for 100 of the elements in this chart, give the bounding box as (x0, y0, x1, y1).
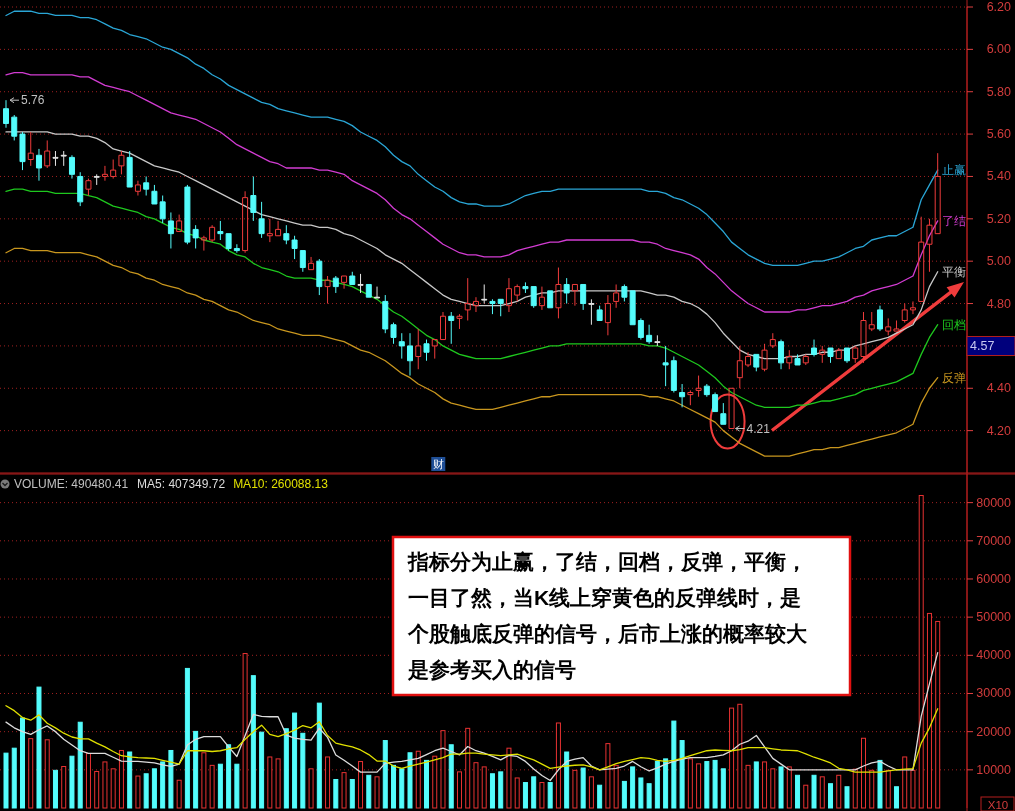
candlestick (167, 211, 174, 249)
candlestick (802, 353, 809, 366)
candlestick (439, 311, 446, 341)
bar (333, 778, 339, 809)
candlestick (522, 281, 529, 294)
candlestick (885, 317, 892, 336)
bar (605, 743, 611, 809)
bar (143, 773, 149, 809)
candlestick (35, 148, 42, 182)
candlestick (654, 334, 661, 347)
candlestick (876, 305, 883, 332)
annotation: 指标分为止赢，了结，回档，反弹，平衡，一目了然，当K线上穿黄色的反弹线时，是个股触底反弹的信号，后市上涨的概率较大是参考买入的信号 (407, 549, 808, 681)
candlestick (349, 271, 356, 285)
bar (555, 722, 561, 809)
y-tick-label: 70000 (976, 533, 1012, 548)
bar (316, 702, 322, 809)
bar (671, 720, 677, 809)
bar (712, 759, 718, 809)
candlestick (679, 383, 686, 408)
series-label: 反弹 (941, 370, 966, 385)
bar (391, 764, 397, 809)
line-series (5, 651, 939, 782)
candlestick (283, 224, 290, 245)
text: 4.57 (970, 339, 995, 354)
candlestick (209, 224, 216, 243)
candlestick (85, 178, 92, 197)
bar (580, 767, 586, 809)
bar (869, 769, 875, 809)
bar (325, 756, 331, 809)
candlestick (52, 150, 59, 167)
candlestick (662, 345, 669, 387)
bar (564, 751, 570, 809)
candlestick (275, 220, 282, 237)
candlestick (909, 300, 916, 315)
y-tick-label: 5.20 (986, 211, 1012, 226)
bar (753, 761, 759, 809)
y-tick-label: 6.20 (986, 0, 1012, 14)
bar (300, 732, 306, 809)
bar (19, 717, 25, 809)
bar (539, 782, 545, 809)
candlestick (687, 389, 694, 406)
candlestick (68, 154, 75, 180)
bar (770, 768, 776, 809)
candlestick (827, 347, 834, 364)
bar (250, 675, 256, 809)
candlestick (291, 235, 298, 260)
line-series (5, 72, 939, 313)
bar (399, 768, 405, 809)
bar (531, 776, 537, 809)
candlestick (398, 332, 405, 360)
text: X10 (987, 798, 1009, 811)
y-tick-label: 60000 (976, 571, 1012, 586)
candlestick (786, 349, 793, 370)
candlestick (456, 313, 463, 330)
candlestick (101, 165, 108, 182)
candlestick (637, 317, 644, 341)
bar (267, 756, 273, 809)
candlestick (151, 184, 158, 205)
candlestick (266, 218, 273, 243)
bar (85, 753, 91, 809)
candlestick (596, 305, 603, 321)
candlestick (819, 345, 826, 364)
candlestick (712, 392, 719, 413)
bar (28, 738, 34, 809)
bar (440, 730, 446, 809)
y-tick-label: 30000 (976, 686, 1012, 701)
candlestick (407, 332, 414, 377)
candlestick (646, 324, 653, 345)
candlestick (934, 152, 941, 235)
series-label: 止赢 (941, 163, 966, 178)
bar (498, 771, 504, 809)
bar (935, 620, 941, 809)
bar (506, 747, 512, 809)
y-tick-label: 4.80 (986, 296, 1012, 311)
bar (679, 740, 685, 809)
candlestick (464, 277, 471, 321)
candlestick (324, 275, 331, 305)
candlestick (118, 150, 125, 175)
candlestick (580, 283, 587, 311)
bar (209, 764, 215, 809)
bar (811, 774, 817, 809)
bar (184, 667, 190, 809)
bar (860, 737, 866, 809)
candlestick (761, 343, 768, 372)
bar (844, 786, 850, 809)
candlestick (505, 277, 512, 313)
bar (819, 776, 825, 809)
line-series (5, 131, 939, 360)
bar (514, 777, 520, 809)
candlestick (316, 258, 323, 296)
line-series (5, 10, 939, 267)
candlestick (77, 171, 84, 207)
bar (407, 752, 413, 809)
candlestick (233, 243, 240, 254)
bar (737, 703, 743, 809)
candlestick (745, 351, 752, 368)
candlestick (778, 339, 785, 370)
candlestick (753, 353, 760, 372)
candlestick (390, 322, 397, 345)
candlestick (497, 298, 504, 317)
